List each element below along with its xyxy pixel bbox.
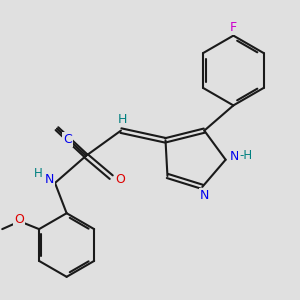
Text: N: N xyxy=(44,172,54,186)
Text: O: O xyxy=(115,172,125,186)
Text: N: N xyxy=(230,150,239,163)
Text: O: O xyxy=(14,213,24,226)
Text: H: H xyxy=(34,167,43,180)
Text: -H: -H xyxy=(239,148,252,161)
Text: H: H xyxy=(118,113,128,126)
Text: N: N xyxy=(200,189,209,202)
Text: F: F xyxy=(230,21,237,34)
Text: C: C xyxy=(63,133,72,146)
